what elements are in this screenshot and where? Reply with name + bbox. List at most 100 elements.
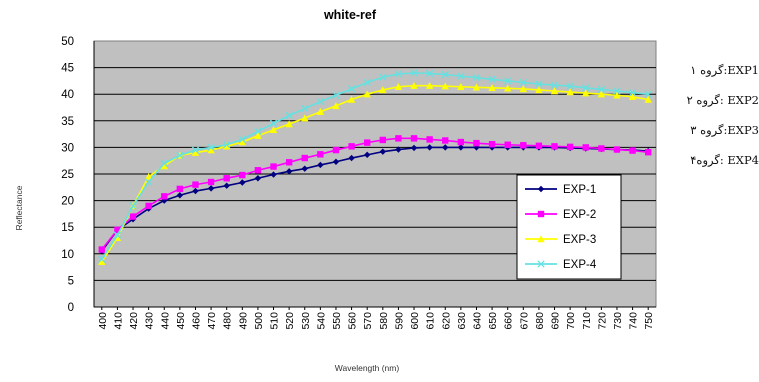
- point-exp-2-690: [551, 143, 558, 150]
- point-exp-3-720: [597, 90, 606, 98]
- point-exp-2-490: [239, 171, 246, 179]
- x-tick-label-590: 590: [393, 312, 405, 330]
- x-tick-label-640: 640: [471, 312, 483, 330]
- point-exp-4-470: [207, 143, 215, 152]
- x-tick-label-690: 690: [550, 312, 562, 330]
- y-tick-label-15: 15: [61, 222, 74, 234]
- point-exp-3-620: [441, 82, 449, 90]
- point-exp-4-740: [628, 88, 637, 97]
- x-tick-label-460: 460: [190, 312, 202, 330]
- point-exp-2-400: [98, 246, 106, 253]
- series-group-notes: EXP1:گروه ۱ EXP2 :گروه ۲ EXP3:گروه ۳ EXP…: [655, 62, 759, 182]
- point-exp-2-740: [629, 147, 636, 154]
- x-tick-label-500: 500: [253, 312, 265, 330]
- x-tick-label-410: 410: [112, 312, 124, 330]
- x-tick-label-570: 570: [362, 312, 374, 330]
- point-exp-2-440: [161, 193, 168, 200]
- point-exp-4-410: [113, 231, 122, 239]
- point-exp-4-490: [238, 135, 246, 144]
- point-exp-4-680: [535, 80, 543, 88]
- point-exp-3-700: [566, 88, 574, 96]
- y-tick-label-10: 10: [61, 249, 74, 261]
- x-tick-label-700: 700: [565, 312, 577, 330]
- legend-marker-exp-3: [537, 235, 545, 243]
- point-exp-4-440: [160, 159, 168, 168]
- point-exp-2-660: [504, 141, 511, 148]
- point-exp-3-740: [628, 93, 637, 101]
- point-exp-3-640: [472, 83, 481, 91]
- point-exp-2-680: [535, 142, 543, 150]
- x-tick-label-610: 610: [425, 312, 437, 330]
- point-exp-3-610: [425, 81, 434, 89]
- point-exp-1-620: [442, 144, 449, 151]
- x-tick-label-490: 490: [237, 312, 249, 330]
- point-exp-4-520: [285, 111, 293, 120]
- legend-label-exp-3: EXP-3: [563, 234, 596, 246]
- legend-marker-exp-2: [537, 210, 545, 218]
- point-exp-3-430: [144, 172, 153, 180]
- point-exp-1-520: [285, 168, 293, 175]
- x-tick-label-440: 440: [159, 312, 171, 330]
- y-tick-label-25: 25: [61, 169, 74, 181]
- y-axis-label: Reflectance: [14, 185, 24, 230]
- point-exp-3-710: [582, 89, 590, 97]
- x-tick-label-660: 660: [503, 312, 515, 330]
- point-exp-2-570: [363, 139, 371, 146]
- point-exp-4-670: [519, 78, 527, 87]
- point-exp-4-640: [472, 74, 481, 82]
- point-exp-2-610: [426, 136, 433, 143]
- note-exp4-group: EXP4 :گروه۴: [690, 153, 759, 167]
- y-tick-label-0: 0: [68, 302, 74, 314]
- point-exp-2-720: [598, 145, 605, 152]
- legend-label-exp-2: EXP-2: [563, 209, 596, 221]
- x-tick-label-630: 630: [456, 312, 468, 330]
- point-exp-1-570: [363, 151, 371, 159]
- point-exp-4-600: [410, 69, 418, 77]
- point-exp-4-710: [582, 84, 590, 92]
- point-exp-4-460: [191, 146, 200, 154]
- y-tick-label-5: 5: [68, 275, 74, 287]
- point-exp-4-650: [488, 75, 496, 83]
- x-tick-label-670: 670: [518, 312, 530, 330]
- point-exp-3-440: [160, 162, 168, 170]
- point-exp-4-580: [379, 73, 387, 81]
- point-exp-4-720: [597, 85, 606, 94]
- point-exp-2-420: [129, 213, 137, 220]
- point-exp-2-670: [520, 142, 527, 149]
- point-exp-4-750: [644, 90, 652, 98]
- point-exp-4-500: [254, 127, 262, 136]
- point-exp-3-510: [269, 126, 278, 134]
- point-exp-1-480: [223, 182, 230, 189]
- point-exp-3-540: [316, 108, 325, 115]
- point-exp-3-590: [394, 83, 403, 90]
- point-exp-3-550: [332, 102, 340, 110]
- point-exp-2-480: [223, 175, 230, 182]
- point-exp-2-560: [348, 143, 355, 150]
- point-exp-4-690: [550, 81, 559, 89]
- point-exp-1-450: [176, 192, 184, 199]
- point-exp-4-630: [457, 72, 465, 80]
- note-exp3-group: EXP3:گروه ۳: [690, 123, 759, 137]
- x-tick-label-400: 400: [97, 312, 109, 330]
- x-axis-label: Wavelength (nm): [335, 363, 400, 373]
- x-tick-label-450: 450: [175, 312, 187, 330]
- point-exp-4-620: [441, 70, 449, 79]
- point-exp-4-730: [613, 87, 621, 95]
- point-exp-3-580: [379, 86, 387, 94]
- point-exp-2-430: [145, 202, 152, 210]
- point-exp-4-530: [301, 104, 309, 113]
- point-exp-2-540: [317, 151, 324, 158]
- point-exp-4-400: [98, 255, 106, 263]
- point-exp-4-430: [144, 178, 153, 186]
- point-exp-1-560: [348, 154, 355, 162]
- point-exp-2-620: [442, 137, 449, 144]
- x-tick-label-520: 520: [284, 312, 296, 330]
- point-exp-1-610: [426, 144, 433, 151]
- point-exp-4-480: [223, 141, 231, 149]
- y-tick-label-50: 50: [61, 36, 74, 48]
- point-exp-2-510: [270, 163, 277, 170]
- series-line-exp-4: [101, 72, 649, 260]
- point-exp-3-650: [488, 84, 496, 92]
- point-exp-2-500: [254, 167, 262, 174]
- point-exp-1-490: [239, 179, 246, 186]
